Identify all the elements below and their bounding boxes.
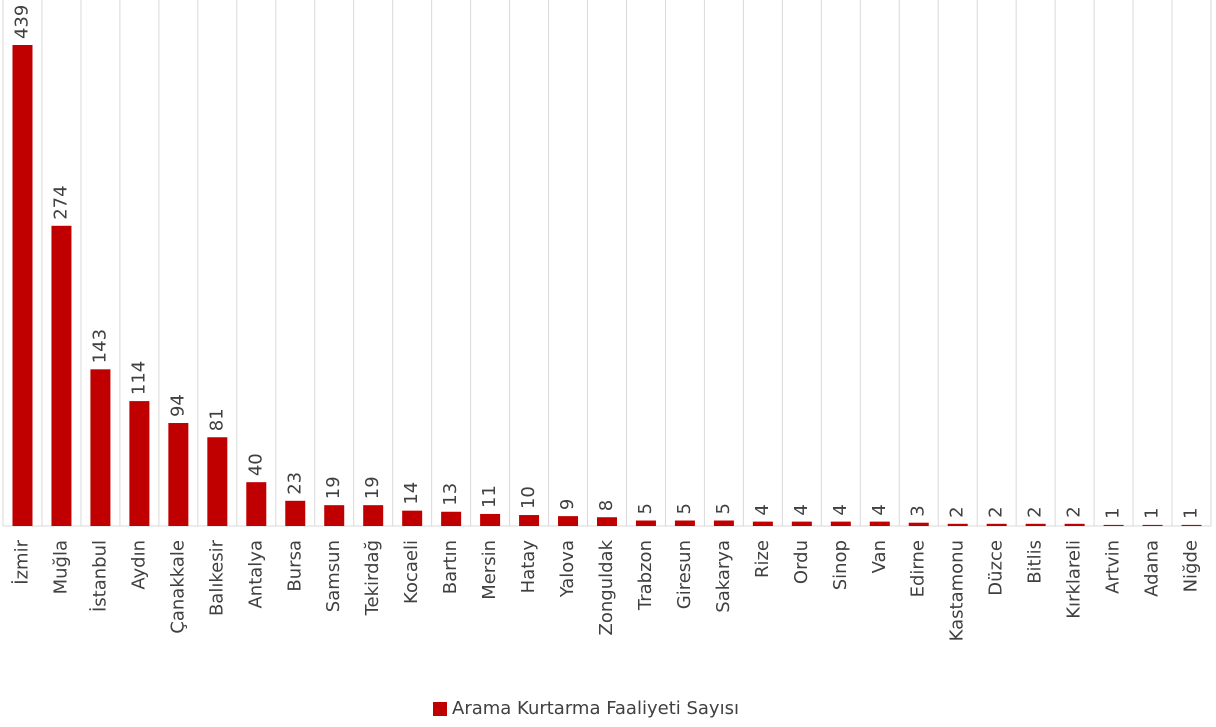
bar	[713, 520, 734, 526]
data-label: 14	[401, 482, 422, 505]
x-tick-label: Giresun	[674, 540, 695, 609]
bar	[908, 522, 929, 526]
bar	[207, 437, 228, 526]
x-tick-label: Zonguldak	[596, 539, 617, 635]
data-label: 439	[11, 5, 32, 39]
bar	[324, 505, 345, 526]
x-tick-label: Kastamonu	[947, 540, 968, 641]
x-tick-label: İzmir	[11, 539, 32, 584]
bar	[869, 521, 890, 526]
x-tick-label: Bursa	[284, 540, 305, 592]
data-label: 5	[713, 503, 734, 514]
bar	[830, 521, 851, 526]
bar	[285, 500, 306, 526]
bar	[1103, 524, 1124, 526]
x-tick-label: Çanakkale	[167, 540, 188, 634]
bar	[402, 510, 423, 526]
x-tick-label: Adana	[1142, 540, 1163, 597]
legend-swatch	[433, 702, 447, 716]
bar	[597, 517, 617, 526]
data-label: 10	[518, 486, 539, 509]
bar	[1181, 524, 1202, 526]
x-tick-label: Sakarya	[713, 540, 734, 613]
data-label: 2	[947, 506, 968, 517]
data-label: 40	[245, 453, 266, 476]
x-tick-label: Muğla	[50, 540, 71, 594]
data-label: 4	[791, 504, 812, 515]
bar	[129, 401, 150, 526]
bar	[1142, 524, 1163, 526]
x-tick-label: Kocaeli	[401, 540, 422, 604]
x-tick-label: Yalova	[557, 540, 578, 598]
bar	[1064, 523, 1085, 526]
x-tick-label: Bartın	[440, 540, 461, 594]
x-tick-label: Kırklareli	[1064, 540, 1085, 619]
data-label: 81	[206, 408, 227, 431]
data-label: 114	[128, 361, 149, 395]
bar	[791, 521, 812, 526]
x-tick-label: Artvin	[1103, 540, 1124, 594]
data-label: 8	[596, 500, 617, 511]
x-tick-label: Bitlis	[1025, 540, 1046, 584]
bar	[558, 516, 579, 526]
data-label: 2	[986, 506, 1007, 517]
data-label: 4	[830, 504, 851, 515]
bar	[363, 505, 384, 526]
bar	[635, 520, 656, 526]
bar	[947, 523, 968, 526]
legend-label: Arama Kurtarma Faaliyeti Sayısı	[452, 698, 739, 719]
data-label: 1	[1103, 507, 1124, 518]
bar	[986, 523, 1007, 526]
bar	[441, 511, 462, 526]
bar	[90, 369, 111, 526]
x-tick-label: Ordu	[791, 540, 812, 584]
x-tick-label: İstanbul	[89, 540, 110, 612]
x-tick-label: Trabzon	[635, 540, 656, 611]
data-label: 9	[557, 499, 578, 510]
x-tick-label: Samsun	[323, 540, 344, 612]
bar	[1025, 523, 1046, 526]
x-tick-label: Hatay	[518, 540, 539, 594]
data-label: 1	[1142, 507, 1163, 518]
x-tick-label: Sinop	[830, 540, 851, 590]
bar	[168, 423, 189, 526]
bar	[12, 45, 33, 526]
data-label: 19	[323, 476, 344, 499]
data-label: 13	[440, 483, 461, 506]
data-label: 143	[89, 329, 110, 363]
x-tick-label: Edirne	[908, 540, 929, 597]
data-label: 94	[167, 394, 188, 417]
data-label: 274	[50, 185, 71, 219]
bar	[519, 515, 540, 526]
x-tick-label: Düzce	[986, 540, 1007, 596]
bar	[752, 521, 773, 526]
bar	[480, 513, 501, 526]
bar	[246, 482, 267, 526]
data-label: 2	[1025, 506, 1046, 517]
data-label: 5	[674, 503, 695, 514]
data-label: 4	[869, 504, 890, 515]
x-tick-label: Tekirdağ	[362, 540, 383, 616]
data-label: 19	[362, 476, 383, 499]
data-label: 11	[479, 485, 500, 508]
x-tick-label: Rize	[752, 540, 773, 578]
data-label: 3	[908, 505, 929, 516]
x-tick-label: Mersin	[479, 540, 500, 600]
data-label: 2	[1064, 506, 1085, 517]
data-label: 1	[1181, 507, 1202, 518]
data-label: 23	[284, 472, 305, 495]
x-tick-label: Antalya	[245, 540, 266, 609]
x-tick-label: Aydın	[128, 540, 149, 590]
data-label: 4	[752, 504, 773, 515]
x-tick-label: Balıkesir	[206, 539, 227, 616]
x-tick-label: Niğde	[1181, 540, 1202, 592]
bar	[51, 225, 72, 526]
x-tick-label: Van	[869, 540, 890, 573]
bar	[674, 520, 695, 526]
data-label: 5	[635, 503, 656, 514]
